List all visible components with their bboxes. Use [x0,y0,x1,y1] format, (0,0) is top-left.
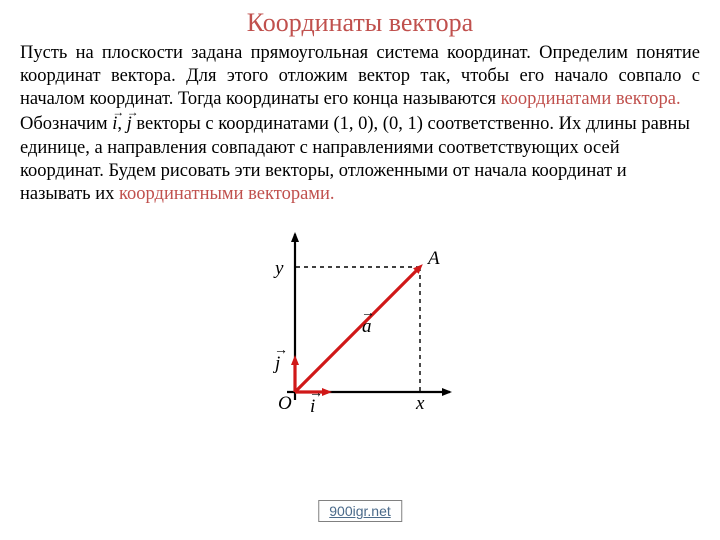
svg-text:A: A [426,248,440,269]
slide-title: Координаты вектора [20,8,700,38]
source-link[interactable]: 900igr.net [318,500,402,522]
svg-text:O: O [278,393,292,414]
svg-text:y: y [273,258,284,279]
svg-text:x: x [415,393,425,414]
para2-highlight: координатными векторами. [119,184,335,204]
svg-text:→: → [309,386,323,401]
paragraph-1: Пусть на плоскости задана прямоугольная … [20,42,700,111]
svg-text:→: → [274,343,288,358]
para1-highlight: координатами вектора. [501,89,681,109]
para2-a: Обозначим [20,114,112,134]
svg-text:→: → [361,306,375,321]
vector-j-symbol: →j [127,114,132,134]
arrow-over-j: → [127,105,139,120]
slide: Координаты вектора Пусть на плоскости за… [0,0,720,540]
vector-i-symbol: →i [112,114,117,134]
diagram-container: OAxya→i→j→ [20,224,700,429]
coordinate-diagram: OAxya→i→j→ [250,224,470,424]
paragraph-2: Обозначим →i, →j векторы с координатами … [20,113,700,206]
arrow-over-i: → [112,105,124,120]
